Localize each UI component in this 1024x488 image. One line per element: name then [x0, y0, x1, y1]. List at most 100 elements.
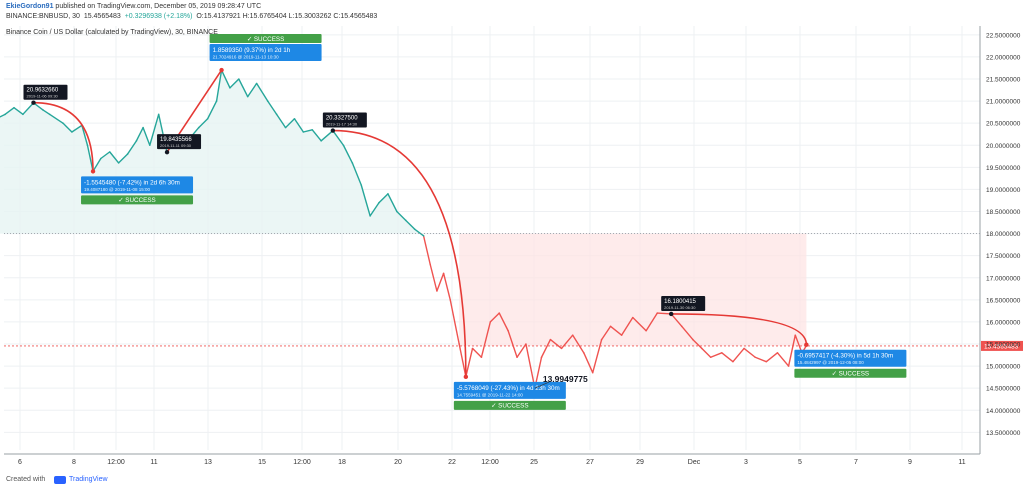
tradingview-logo-icon: [54, 476, 66, 484]
price-segment: [436, 273, 445, 292]
price-segment: [100, 151, 111, 160]
y-tick-label: 13.5000000: [986, 430, 1021, 437]
author-link[interactable]: EkieGordon91: [6, 3, 54, 10]
y-tick-label: 17.5000000: [986, 253, 1021, 260]
entry-label-box: [322, 112, 367, 128]
price-point: [266, 100, 269, 102]
price-segment: [62, 122, 73, 133]
price-point: [429, 263, 432, 266]
price-point: [197, 126, 200, 129]
callout-start-dot: [668, 311, 674, 317]
price-segment: [13, 107, 24, 115]
x-tick-label: Dec: [688, 459, 701, 466]
success-badge-text: ✓ SUCCESS: [118, 197, 155, 204]
zones: [459, 233, 807, 346]
price-segment: [238, 78, 249, 97]
price-point: [540, 356, 543, 359]
price-point: [591, 371, 594, 374]
entry-label-time: 2019-11-17 14:30: [326, 122, 358, 127]
price-point: [320, 140, 322, 142]
price-point: [754, 356, 756, 359]
x-tick-label: 11: [150, 459, 157, 466]
price-point: [436, 290, 438, 292]
price-point: [229, 87, 231, 89]
x-tick-label: 13: [204, 459, 212, 466]
price-point: [396, 210, 398, 213]
x-tick-label: 6: [18, 459, 22, 466]
price-segment: [142, 127, 151, 146]
price-point: [351, 162, 354, 164]
price-point: [71, 131, 73, 133]
price-segment: [81, 125, 89, 146]
price-segment: [657, 312, 672, 315]
price-point: [692, 338, 694, 341]
x-tick-label: 27: [586, 459, 594, 466]
price-segment: [414, 228, 424, 237]
callout-arc: [671, 313, 808, 345]
x-tick-label: 7: [854, 459, 858, 466]
axes: 22.5000000 22.0000000 21.5000000 21.0000000…: [4, 26, 1021, 466]
annotation-text: 13.9949775: [543, 374, 588, 384]
y-tick-label: 14.0000000: [986, 408, 1021, 415]
price-segment: [710, 352, 723, 358]
price-point: [794, 334, 797, 336]
price-segment: [572, 334, 585, 354]
result-label-time: 15.4842997 @ 2019-12-05 08:00: [797, 360, 864, 365]
price-point: [620, 334, 623, 336]
price-point: [458, 343, 460, 345]
price-segment: [118, 153, 129, 164]
created-with-text: Created with: [6, 476, 46, 483]
price-segment: [743, 347, 756, 358]
x-tick-label: 25: [530, 459, 538, 466]
price-point: [157, 113, 160, 116]
price-segment: [332, 130, 344, 146]
price-point: [631, 316, 634, 319]
price-segment: [601, 325, 612, 340]
success-badge-text: ✓ SUCCESS: [491, 403, 528, 410]
tradingview-brand[interactable]: TradingView: [69, 476, 108, 483]
price-segment: [220, 69, 231, 89]
price-point: [583, 352, 585, 354]
price-segment: [198, 118, 209, 129]
entry-label-time: 2019-11-11 09:30: [160, 143, 192, 148]
area-fill: [0, 70, 424, 236]
price-segment: [458, 343, 467, 377]
result-label-text: -0.6957417 (-4.30%) in 5d 1h 30m: [797, 353, 893, 360]
callout-end-dot: [463, 374, 469, 380]
price-point: [100, 157, 102, 160]
price-point: [238, 78, 240, 80]
entry-label-price: 19.8435566: [160, 137, 192, 143]
price-point: [489, 321, 492, 323]
success-badge: [453, 400, 566, 410]
entry-label-box: [23, 84, 68, 100]
price-point: [62, 122, 64, 124]
entry-label-time: 2019-11-30 06:30: [664, 305, 696, 310]
y-tick-label: 20.5000000: [986, 121, 1021, 128]
y-tick-label: 17.0000000: [986, 275, 1021, 282]
price-segment: [621, 317, 634, 336]
price-segment: [583, 352, 594, 373]
price-segment: [42, 109, 51, 115]
price-point: [369, 215, 371, 217]
price-segment: [465, 348, 474, 377]
price-segment: [765, 352, 778, 363]
change-text: +0.3296938 (+2.18%): [124, 13, 193, 20]
loss-zone: [459, 233, 807, 346]
price-segment: [632, 317, 647, 332]
price-segment: [0, 113, 6, 118]
price-segment: [732, 347, 745, 363]
price-point: [302, 131, 305, 133]
price-segment: [787, 335, 796, 367]
chart-area[interactable]: 15.4565483 20.9632660 2019-11-06 09:30 -1.…: [0, 24, 1024, 472]
result-label-time: 21.7024916 @ 2019-11-13 10:30: [213, 55, 280, 60]
price-segment: [293, 118, 304, 133]
y-tick-label: 18.0000000: [986, 231, 1021, 238]
price-segment: [135, 127, 144, 142]
price-segment: [303, 129, 313, 133]
price-point: [700, 347, 703, 350]
price-point: [743, 347, 745, 350]
price-point: [732, 360, 734, 363]
price-segment: [396, 211, 407, 221]
